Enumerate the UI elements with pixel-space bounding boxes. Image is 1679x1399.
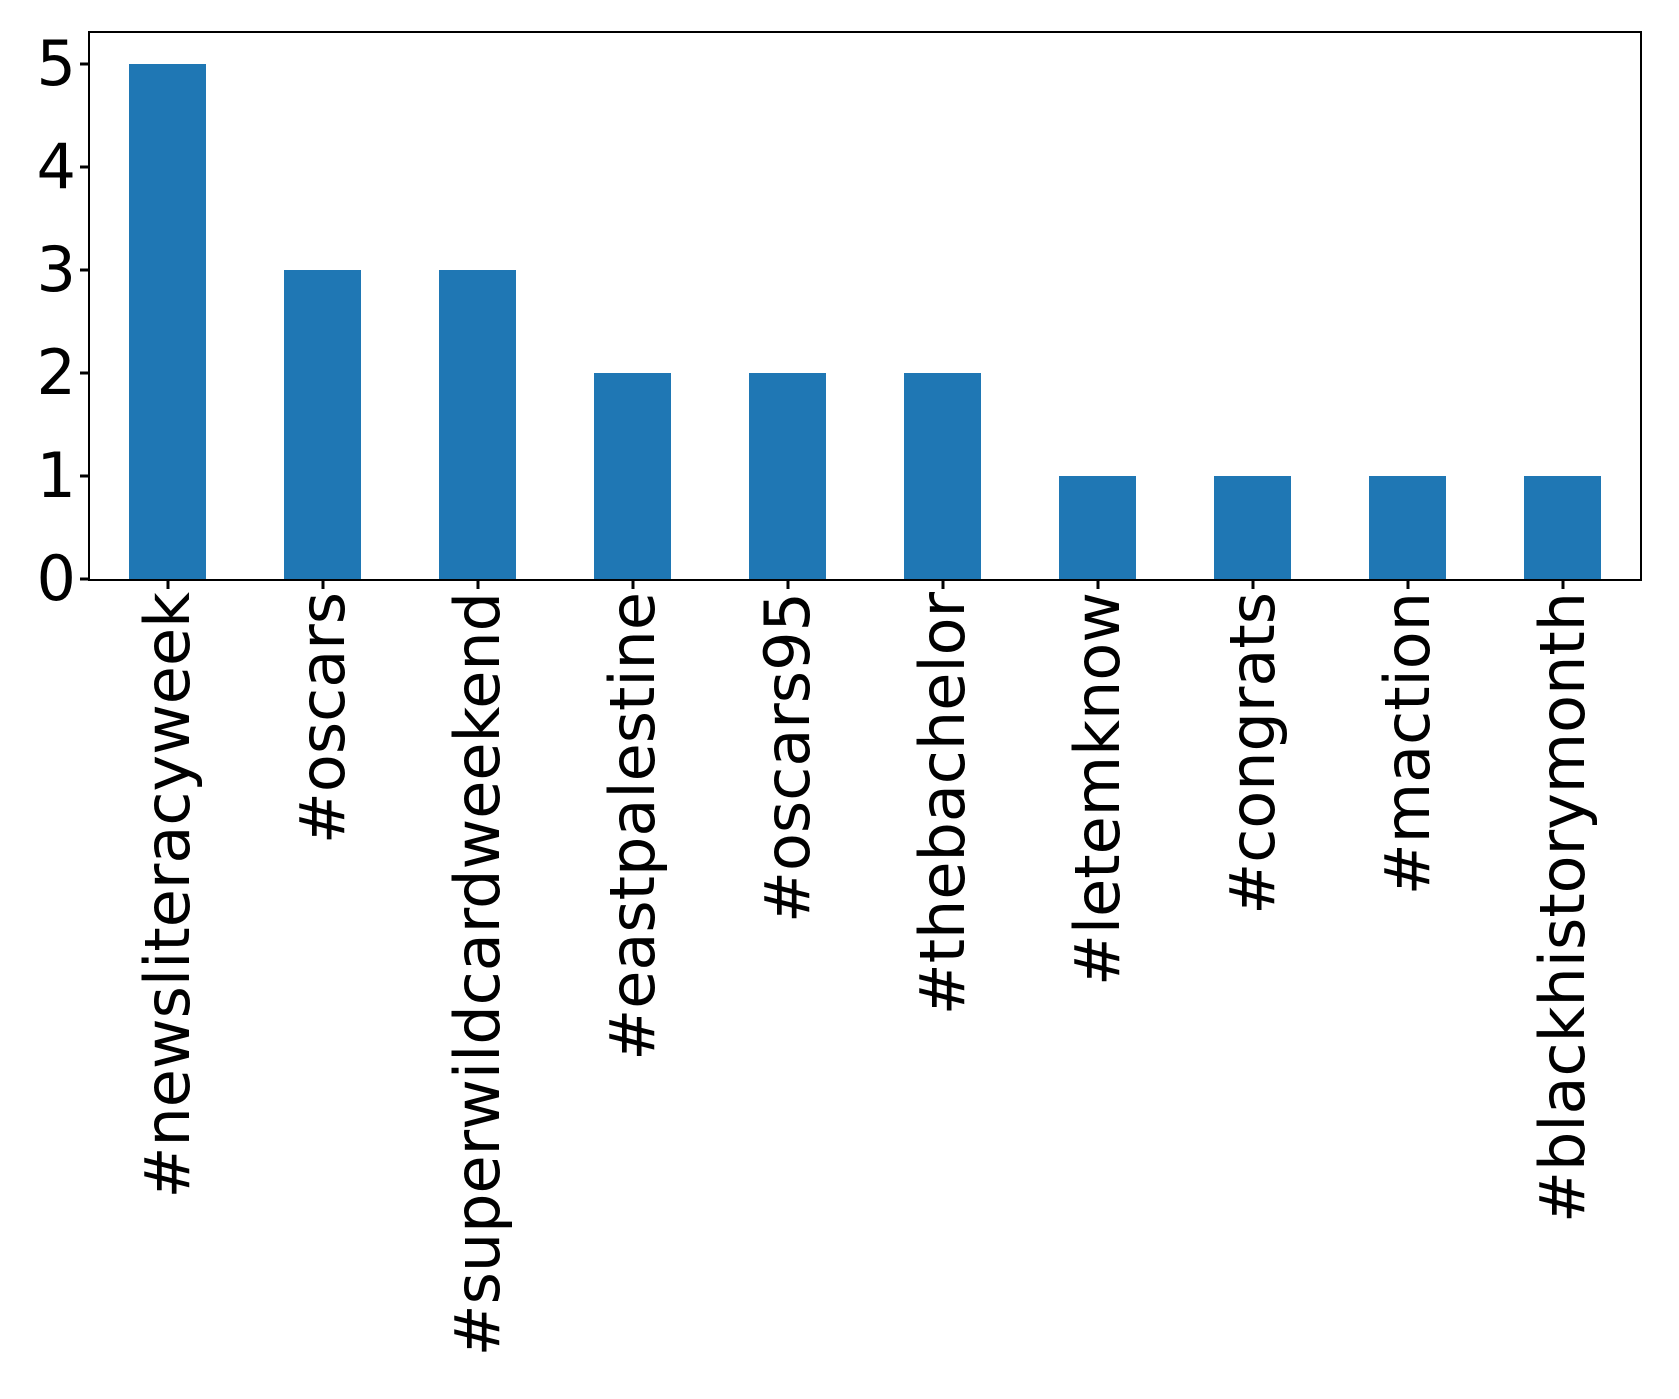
bar-thebachelor (903, 372, 982, 579)
y-tick-mark (80, 371, 90, 375)
x-tick-mark (941, 579, 944, 589)
x-tick-mark (321, 579, 324, 589)
x-tick-label-thebachelor: #thebachelor (905, 592, 979, 1016)
x-tick-label-letemknow: #letemknow (1060, 592, 1134, 987)
x-tick-label-oscars: #oscars (285, 592, 359, 845)
x-tick-label-eastpalestine: #eastpalestine (595, 592, 669, 1061)
x-tick-label-oscars95: #oscars95 (750, 592, 824, 923)
x-tick-label-blackhistorymonth: #blackhistorymonth (1525, 592, 1599, 1223)
x-tick-mark (1251, 579, 1254, 589)
y-tick-mark (80, 268, 90, 272)
x-tick-label-maction: #maction (1370, 592, 1444, 896)
x-tick-label-congrats: #congrats (1215, 592, 1289, 915)
x-tick-label-newsliteracyweek: #newsliteracyweek (130, 592, 204, 1199)
x-tick-mark (1406, 579, 1409, 589)
y-tick-label: 0 (36, 542, 76, 615)
bar-oscars95 (748, 372, 827, 579)
plot-area (90, 33, 1640, 579)
y-tick-label: 1 (36, 438, 76, 512)
bar-letemknow (1058, 475, 1137, 579)
x-tick-mark (1561, 579, 1564, 589)
y-tick-label: 3 (36, 232, 76, 306)
bar-congrats (1213, 475, 1292, 579)
y-tick-label: 5 (36, 26, 76, 100)
x-tick-label-superwildcardweekend: #superwildcardweekend (440, 592, 514, 1357)
y-tick-mark (80, 62, 90, 66)
plot-frame (88, 31, 1642, 581)
x-tick-mark (631, 579, 634, 589)
bar-blackhistorymonth (1523, 475, 1602, 579)
bar-eastpalestine (593, 372, 672, 579)
y-tick-label: 2 (36, 335, 76, 409)
bar-newsliteracyweek (128, 63, 207, 579)
x-tick-mark (1096, 579, 1099, 589)
y-tick-mark (80, 577, 90, 581)
y-tick-mark (80, 165, 90, 169)
x-tick-mark (786, 579, 789, 589)
bar-superwildcardweekend (438, 269, 517, 579)
y-tick-mark (80, 474, 90, 478)
x-tick-mark (166, 579, 169, 589)
y-tick-label: 4 (36, 129, 76, 203)
bar-oscars (283, 269, 362, 579)
bar-maction (1368, 475, 1447, 579)
x-tick-mark (476, 579, 479, 589)
